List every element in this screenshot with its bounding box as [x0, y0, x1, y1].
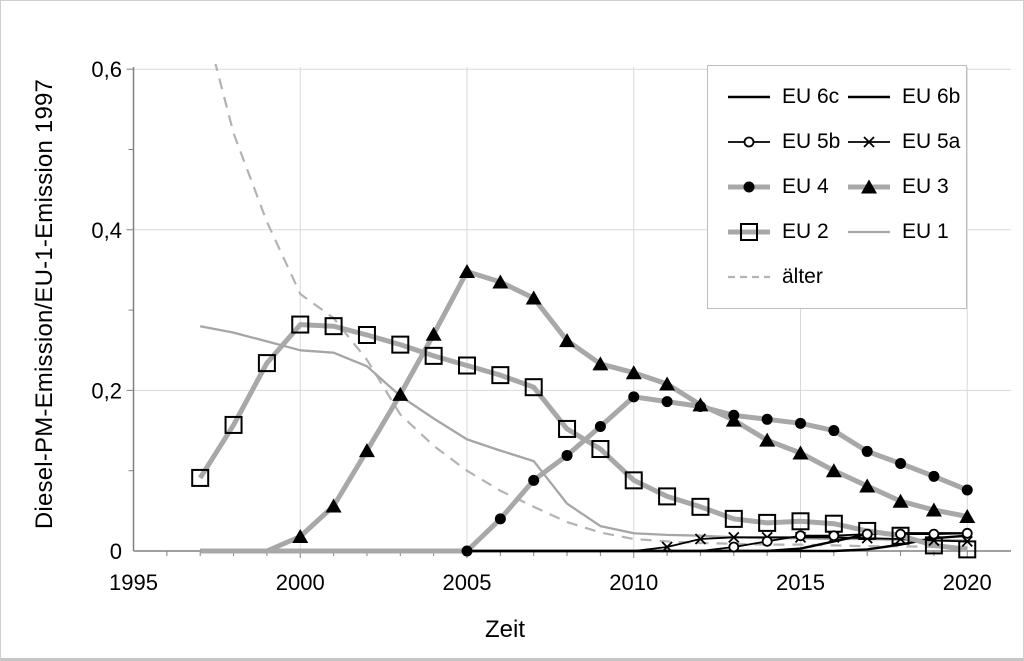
series-line-eu-3	[200, 269, 968, 554]
legend-label: EU 6b	[902, 84, 961, 108]
legend-item-eu-5b: EU 5b	[726, 130, 846, 154]
legend-marker-eu-4	[728, 181, 770, 193]
x-tick-label: 1995	[109, 570, 158, 595]
legend-item-alter: älter	[726, 265, 846, 289]
series-line-eu-6b	[200, 532, 968, 553]
legend-item-eu-6b: EU 6b	[846, 85, 966, 109]
legend-label: EU 5a	[902, 129, 961, 153]
legend-label: EU 1	[902, 220, 949, 244]
x-tick-label: 2000	[276, 570, 325, 595]
legend-item-eu-4: EU 4	[726, 175, 846, 199]
tick-labels: 1995 2000 2005 2010 2015 2020 0 0,2 0,4 0,6	[91, 57, 991, 595]
y-axis-title: Diesel-PM-Emission/EU-1-Emission 1997	[31, 78, 58, 530]
markers-eu-4	[461, 391, 973, 557]
series-markers	[191, 264, 977, 559]
legend-item-eu-1: EU 1	[846, 220, 966, 244]
legend-marker-eu-1	[848, 231, 890, 234]
series-line-eu-5b	[200, 532, 968, 552]
series-line-alter	[214, 64, 968, 549]
markers-eu-5b	[728, 527, 973, 553]
y-tick-label: 0,6	[91, 57, 122, 82]
y-tick-label: 0,4	[91, 218, 122, 243]
legend-item-eu-3: EU 3	[846, 175, 966, 199]
legend-item-eu-5a: EU 5a	[846, 130, 966, 154]
x-tick-label: 2005	[443, 570, 492, 595]
legend-label: EU 3	[902, 174, 949, 198]
series-line-eu-4	[200, 394, 969, 554]
series-line-eu-1	[199, 325, 968, 542]
legend-marker-alter	[728, 276, 770, 279]
legend-label: EU 6c	[782, 84, 840, 108]
x-axis-title: Zeit	[484, 616, 526, 643]
legend-item-eu-6c: EU 6c	[726, 85, 846, 109]
x-tick-label: 2015	[776, 570, 825, 595]
x-tick-label: 2010	[609, 570, 658, 595]
legend-label: EU 4	[782, 174, 829, 198]
legend-item-eu-2: EU 2	[726, 220, 846, 244]
legend-marker-eu-5a	[848, 136, 890, 148]
legend-marker-eu-2	[728, 223, 770, 242]
legend: EU 6c EU 6b EU 5b EU 5a EU 4 EU 3 EU 2 EU 1 älte…	[707, 65, 967, 309]
y-tick-label: 0	[110, 539, 122, 564]
legend-marker-eu-6c	[728, 95, 770, 98]
legend-marker-eu-3	[848, 179, 890, 194]
legend-label: EU 5b	[782, 129, 841, 153]
legend-marker-eu-5b	[728, 136, 770, 148]
x-tick-label: 2020	[943, 570, 992, 595]
legend-label: älter	[782, 265, 823, 289]
legend-label: EU 2	[782, 220, 829, 244]
legend-marker-eu-6b	[848, 95, 890, 98]
y-tick-label: 0,2	[91, 378, 122, 403]
